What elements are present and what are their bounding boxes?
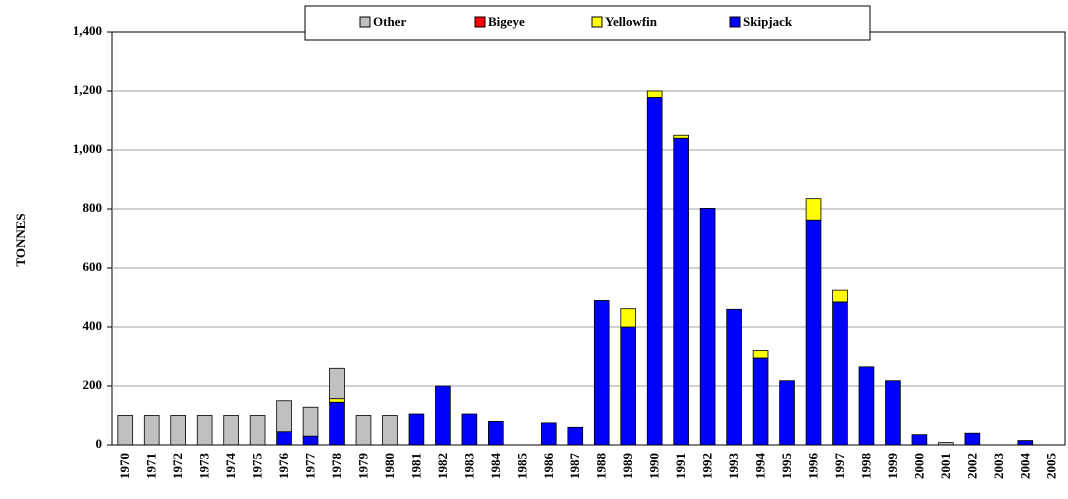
bar-segment — [276, 400, 292, 433]
y-tick-label: 800 — [83, 200, 103, 215]
bar-segment — [329, 401, 345, 446]
bar-segment — [726, 308, 742, 446]
legend-label: Bigeye — [488, 14, 525, 29]
x-tick-label: 1992 — [700, 453, 715, 479]
x-tick-label: 1980 — [382, 453, 397, 479]
x-tick-label: 1979 — [355, 453, 370, 480]
legend — [304, 5, 871, 41]
legend-label: Other — [373, 14, 406, 29]
bar-segment — [117, 415, 134, 446]
bar-segment — [540, 422, 557, 446]
x-tick-label: 1978 — [329, 453, 344, 480]
bar-segment — [1017, 440, 1034, 446]
y-tick-label: 600 — [83, 259, 103, 274]
x-tick-label: 2005 — [1044, 453, 1059, 480]
x-tick-label: 1985 — [514, 453, 529, 480]
x-tick-label: 1972 — [170, 453, 185, 479]
bar-segment — [249, 415, 266, 446]
x-tick-label: 1999 — [885, 453, 900, 480]
x-tick-label: 1990 — [647, 453, 662, 479]
x-tick-label: 2001 — [938, 453, 953, 479]
legend-swatch — [359, 16, 371, 28]
x-tick-label: 1973 — [197, 453, 212, 480]
x-tick-label: 1986 — [541, 453, 556, 480]
x-tick-label: 1989 — [620, 453, 635, 480]
x-tick-label: 1998 — [858, 453, 873, 480]
bar-segment — [673, 134, 689, 139]
bar-segment — [779, 380, 795, 446]
bar-segment — [964, 432, 981, 446]
bar-segment — [223, 415, 239, 446]
bar-segment — [646, 97, 663, 446]
bar-segment — [435, 385, 451, 446]
bar-segment — [646, 90, 663, 98]
bar-segment — [329, 367, 345, 400]
bar-segment — [302, 435, 319, 446]
bar-segment — [302, 406, 319, 437]
bar-segment — [832, 289, 848, 303]
x-tick-label: 1996 — [805, 453, 820, 480]
bar-segment — [620, 326, 637, 446]
bar-segment — [170, 415, 186, 446]
bar-segment — [858, 366, 875, 446]
y-tick-label: 1,400 — [73, 23, 102, 38]
bar-segment — [832, 301, 848, 446]
x-tick-label: 1995 — [779, 453, 794, 480]
y-tick-label: 400 — [83, 318, 103, 333]
bar-segment — [699, 208, 716, 446]
x-tick-label: 2004 — [1017, 453, 1032, 480]
bar-segment — [620, 308, 637, 328]
x-tick-label: 1987 — [567, 453, 582, 480]
x-tick-label: 1993 — [726, 453, 741, 480]
x-tick-label: 1984 — [488, 453, 503, 480]
x-tick-label: 1977 — [303, 453, 318, 480]
y-tick-label: 1,200 — [73, 82, 102, 97]
bar-segment — [752, 350, 769, 359]
x-tick-label: 1997 — [832, 453, 847, 480]
x-tick-label: 1975 — [250, 453, 265, 480]
bar-segment — [885, 380, 901, 446]
x-tick-label: 1974 — [223, 453, 238, 480]
x-tick-label: 1976 — [276, 453, 291, 480]
x-tick-label: 1983 — [461, 453, 476, 480]
x-tick-label: 1988 — [594, 453, 609, 480]
legend-label: Skipjack — [743, 14, 793, 29]
bar-segment — [461, 413, 478, 446]
y-tick-label: 0 — [96, 436, 103, 451]
y-tick-label: 1,000 — [73, 141, 102, 156]
legend-swatch — [474, 16, 486, 28]
bar-segment — [329, 398, 345, 403]
bar-segment — [911, 434, 928, 446]
bar-segment — [488, 420, 504, 446]
x-tick-label: 2002 — [964, 453, 979, 479]
x-tick-label: 2003 — [991, 453, 1006, 480]
legend-swatch — [729, 16, 741, 28]
x-tick-label: 1971 — [144, 453, 159, 479]
y-axis-label: TONNES — [13, 213, 28, 266]
legend-swatch — [591, 16, 603, 28]
y-tick-label: 200 — [83, 377, 103, 392]
bar-segment — [355, 415, 372, 446]
bar-segment — [593, 300, 610, 446]
bar-segment — [805, 219, 822, 446]
plot-area — [111, 31, 1066, 446]
x-tick-label: 2000 — [911, 453, 926, 479]
bar-segment — [276, 431, 292, 446]
legend-label: Yellowfin — [605, 14, 658, 29]
x-tick-label: 1994 — [753, 453, 768, 480]
bar-segment — [143, 415, 160, 446]
bar-segment — [382, 415, 398, 446]
x-tick-label: 1982 — [435, 453, 450, 479]
bar-segment — [805, 198, 822, 221]
bar-segment — [752, 357, 769, 446]
bar-segment — [673, 137, 689, 446]
x-tick-label: 1981 — [408, 453, 423, 479]
bar-segment — [196, 415, 213, 446]
bar-segment — [408, 413, 425, 446]
bar-segment — [567, 426, 584, 446]
x-tick-label: 1991 — [673, 453, 688, 479]
x-tick-label: 1970 — [117, 453, 132, 479]
